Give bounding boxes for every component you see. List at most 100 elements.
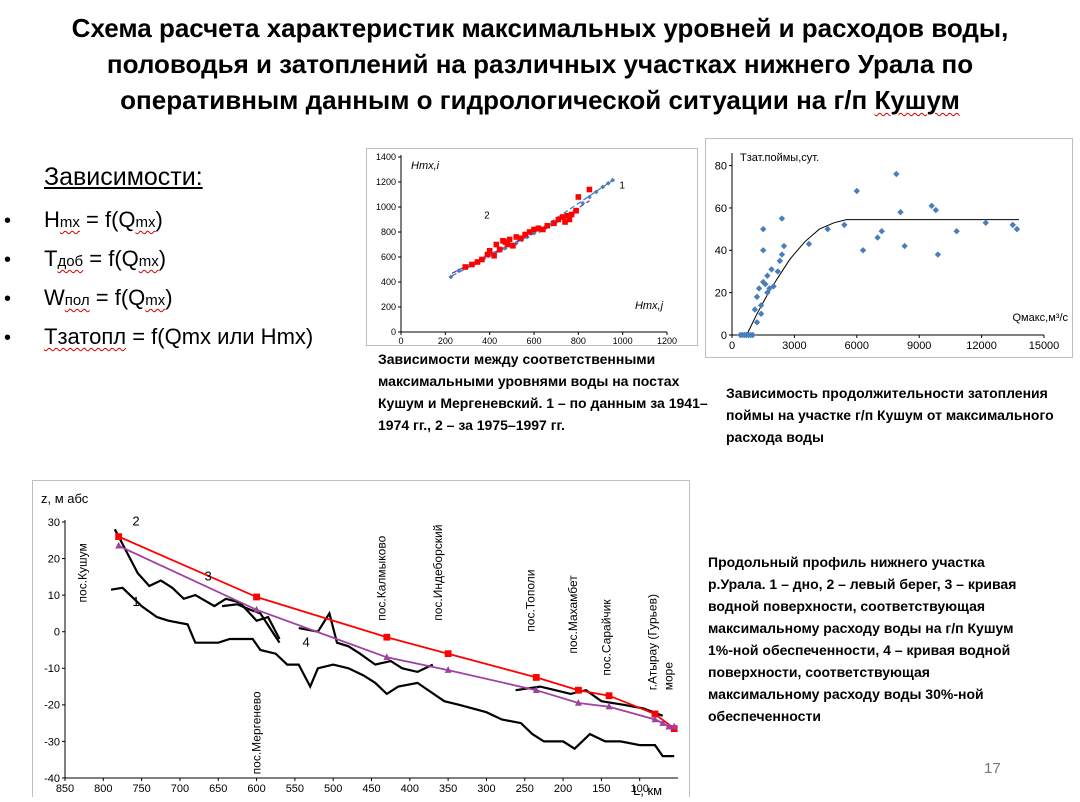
title-last-word: Кушум	[874, 85, 960, 115]
data-point	[522, 231, 528, 238]
series-label: 3	[204, 569, 211, 584]
data-point	[768, 266, 775, 273]
profile-line	[113, 528, 281, 640]
data-point	[778, 251, 786, 258]
x-tick-label: 12000	[966, 340, 997, 352]
dependency-item: • Hmx = f(Qmx)	[4, 200, 313, 239]
y-tick-label: 800	[381, 227, 396, 237]
profile-chart: 850 800 750 700 650 600 550 500 450 400 350 300 250 2…	[41, 491, 678, 798]
data-point	[479, 256, 485, 263]
data-point	[491, 252, 497, 259]
profile-caption: Продольный профиль нижнего участка р.Ура…	[708, 554, 1017, 724]
place-label: море	[662, 662, 676, 691]
duration-chart-panel: 0 3000 6000 9000 12000 15000 0 20 40 60 80 Тзат.пой…	[705, 138, 1073, 358]
x-tick-label: 550	[286, 783, 304, 795]
data-point	[753, 293, 761, 301]
x-axis-label: Hmx,j	[635, 300, 664, 312]
data-point	[531, 230, 537, 236]
place-label: пос.Тополи	[524, 570, 538, 632]
data-point	[560, 214, 566, 220]
data-point	[760, 247, 767, 254]
data-point	[486, 247, 493, 254]
series-label: 1	[132, 594, 139, 609]
data-point	[805, 240, 813, 248]
x-tick-label: 1200	[657, 336, 677, 345]
data-point	[953, 228, 960, 235]
y-tick-label: 1400	[376, 152, 396, 162]
data-point	[513, 234, 520, 240]
y-tick-label: 20	[48, 553, 60, 565]
x-tick-label: 0	[729, 340, 735, 352]
data-point	[115, 533, 123, 541]
data-point	[605, 692, 613, 700]
x-tick-label: 200	[438, 336, 453, 345]
data-point	[383, 653, 391, 661]
y-tick-label: 400	[381, 277, 396, 287]
data-point	[897, 208, 904, 216]
y-tick-label: 60	[715, 203, 727, 215]
x-tick-label: 3000	[782, 340, 806, 352]
x-tick-label: 150	[592, 783, 610, 795]
data-point	[932, 206, 940, 214]
data-point	[564, 212, 571, 219]
profile-line	[118, 535, 675, 730]
data-point	[566, 216, 573, 223]
y-tick-label: 200	[381, 302, 396, 312]
x-tick-label: 250	[516, 783, 534, 795]
data-point	[574, 686, 582, 694]
bullet: •	[4, 288, 12, 310]
data-point	[901, 242, 908, 250]
data-point	[776, 257, 784, 265]
x-axis-label: L, км	[633, 783, 662, 797]
y-axis-label: Тзат.поймы,сут.	[740, 152, 819, 164]
y-tick-label: 20	[715, 287, 727, 299]
data-point	[893, 170, 900, 178]
data-point	[496, 246, 503, 253]
data-point	[517, 235, 524, 242]
data-point	[540, 226, 546, 233]
place-label: пос.Кушум	[75, 543, 89, 602]
x-tick-label: 400	[482, 336, 497, 345]
y-axis-label: Hmx,i	[411, 160, 440, 172]
x-tick-label: 650	[209, 783, 227, 795]
data-point	[575, 194, 582, 200]
x-tick-label: 350	[439, 783, 457, 795]
place-label: пос.Мергенево	[249, 691, 263, 774]
title-line-3: оперативным данным о гидрологической сит…	[120, 85, 875, 115]
data-point	[562, 219, 568, 225]
y-axis-label: z, м абс	[41, 491, 89, 506]
dependency-item: • Wпол = f(Qmx)	[4, 278, 313, 317]
y-tick-label: -30	[44, 736, 60, 748]
data-point	[859, 247, 867, 254]
x-tick-label: 600	[526, 336, 541, 345]
data-point	[749, 331, 756, 339]
y-tick-label: -20	[44, 700, 60, 712]
x-tick-label: 6000	[845, 340, 869, 352]
profile-line	[298, 610, 434, 674]
data-point	[780, 242, 788, 250]
y-tick-label: 40	[715, 245, 727, 257]
data-point	[600, 184, 606, 190]
data-point	[934, 251, 942, 258]
data-point	[757, 310, 765, 318]
data-point	[659, 719, 667, 726]
data-point	[778, 215, 786, 222]
duration-caption: Зависимость продолжительности затопления…	[726, 385, 1054, 445]
series-label: 4	[303, 634, 310, 649]
data-point	[610, 177, 616, 183]
x-axis-label: Qмакс,м³/с	[1012, 312, 1068, 324]
data-point	[568, 211, 575, 218]
x-tick-label: 450	[362, 783, 380, 795]
x-tick-label: 100	[631, 783, 649, 795]
place-label: пос.Калмыково	[374, 535, 388, 620]
data-point	[444, 666, 452, 673]
data-point	[670, 722, 678, 730]
dependency-item: • Тзатопл = f(Qmx или Hmx)	[4, 317, 313, 356]
data-point	[544, 222, 551, 229]
data-point	[253, 593, 260, 601]
series-label: 2	[484, 210, 490, 221]
data-point	[774, 268, 781, 275]
x-tick-label: 700	[171, 783, 189, 795]
data-point	[383, 633, 391, 641]
data-point	[874, 234, 881, 241]
